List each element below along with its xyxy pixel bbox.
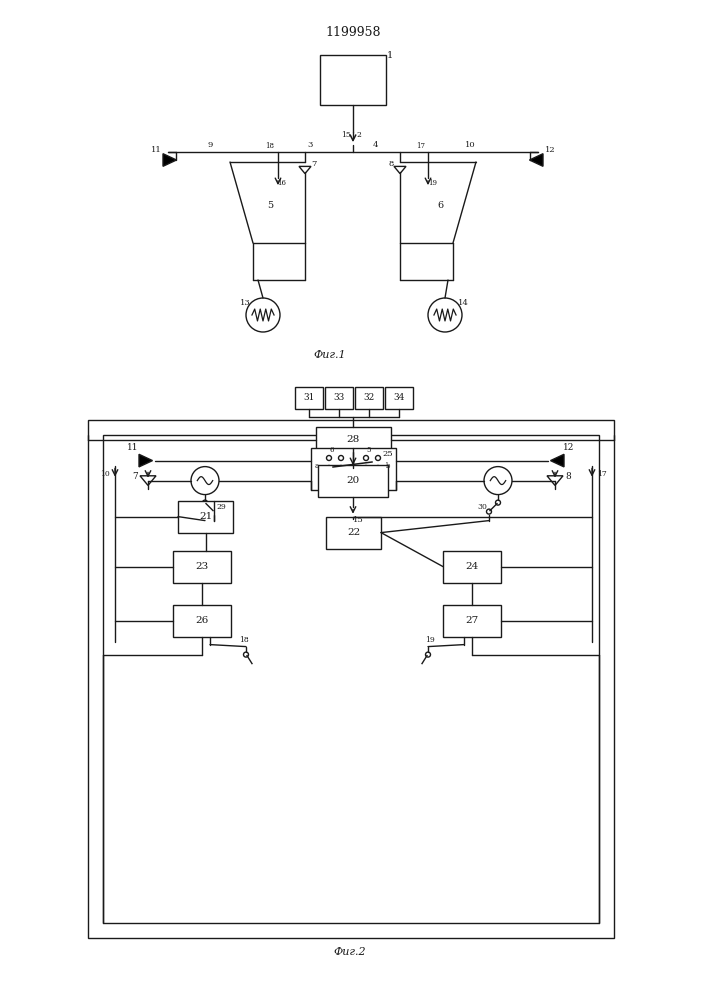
Text: 30: 30 xyxy=(477,503,487,511)
Bar xyxy=(178,501,233,533)
Circle shape xyxy=(339,456,344,460)
Circle shape xyxy=(211,509,216,514)
Text: 18: 18 xyxy=(266,142,274,150)
Text: 16: 16 xyxy=(278,179,286,187)
Text: 31: 31 xyxy=(303,393,315,402)
Text: a: a xyxy=(315,462,319,470)
Circle shape xyxy=(426,652,431,657)
Text: 1: 1 xyxy=(387,50,393,60)
Bar xyxy=(316,427,391,452)
Text: 10: 10 xyxy=(100,470,110,478)
Polygon shape xyxy=(139,454,153,467)
Polygon shape xyxy=(551,454,564,467)
Text: 19: 19 xyxy=(428,179,438,187)
Text: 32: 32 xyxy=(363,393,375,402)
Text: 11: 11 xyxy=(127,443,139,452)
Bar xyxy=(88,420,614,938)
Text: 6: 6 xyxy=(437,200,443,210)
Bar xyxy=(325,387,353,409)
Circle shape xyxy=(246,298,280,332)
Bar xyxy=(173,605,231,637)
Circle shape xyxy=(363,456,368,460)
Text: 17: 17 xyxy=(416,142,426,150)
Circle shape xyxy=(484,467,512,495)
Bar xyxy=(443,605,501,637)
Text: 4: 4 xyxy=(373,141,378,149)
Text: 19: 19 xyxy=(425,636,435,644)
Text: 13: 13 xyxy=(240,299,250,307)
Text: 1199958: 1199958 xyxy=(325,25,381,38)
Text: 34: 34 xyxy=(393,393,404,402)
Text: 20: 20 xyxy=(346,476,360,485)
Polygon shape xyxy=(394,166,406,174)
Circle shape xyxy=(375,466,380,471)
Circle shape xyxy=(496,500,501,505)
Bar xyxy=(295,387,323,409)
Text: 27: 27 xyxy=(465,616,479,625)
Text: Фиг.2: Фиг.2 xyxy=(334,947,366,957)
Bar xyxy=(355,387,383,409)
Text: 22: 22 xyxy=(347,528,360,537)
Polygon shape xyxy=(163,154,177,166)
Circle shape xyxy=(486,509,491,514)
Circle shape xyxy=(428,298,462,332)
Text: 26: 26 xyxy=(195,616,209,625)
Text: 15: 15 xyxy=(353,516,363,524)
Text: 24: 24 xyxy=(465,562,479,571)
Bar xyxy=(103,435,599,923)
Text: 11: 11 xyxy=(151,146,161,154)
Text: 17: 17 xyxy=(597,470,607,478)
Text: 3: 3 xyxy=(308,141,312,149)
Polygon shape xyxy=(299,166,311,174)
Text: 15: 15 xyxy=(341,131,351,139)
Text: 5: 5 xyxy=(367,446,371,454)
Text: 10: 10 xyxy=(464,141,475,149)
Circle shape xyxy=(191,467,219,495)
Text: b: b xyxy=(386,462,390,470)
Bar xyxy=(318,465,388,497)
Circle shape xyxy=(339,466,344,471)
Text: 33: 33 xyxy=(334,393,344,402)
Circle shape xyxy=(243,652,248,657)
Text: 8: 8 xyxy=(388,160,394,168)
Circle shape xyxy=(327,456,332,460)
Text: 18: 18 xyxy=(239,636,249,644)
Circle shape xyxy=(327,466,332,471)
Bar xyxy=(326,517,381,549)
Text: 29: 29 xyxy=(216,503,226,511)
Circle shape xyxy=(202,500,207,505)
Bar xyxy=(385,387,413,409)
Bar xyxy=(311,448,396,490)
Bar xyxy=(173,551,231,583)
Text: 14: 14 xyxy=(457,299,469,307)
Text: 23: 23 xyxy=(195,562,209,571)
Text: 2: 2 xyxy=(356,131,361,139)
Polygon shape xyxy=(140,476,156,485)
Circle shape xyxy=(375,456,380,460)
Text: 12: 12 xyxy=(563,443,575,452)
Text: 7: 7 xyxy=(311,160,317,168)
Text: 28: 28 xyxy=(346,435,360,444)
Polygon shape xyxy=(547,476,563,485)
Text: 9: 9 xyxy=(207,141,213,149)
Polygon shape xyxy=(530,154,543,166)
Text: 6: 6 xyxy=(329,446,334,454)
Text: 25: 25 xyxy=(382,450,393,458)
Text: 8: 8 xyxy=(565,472,571,481)
Text: 12: 12 xyxy=(544,146,555,154)
Text: 5: 5 xyxy=(267,200,273,210)
Bar xyxy=(443,551,501,583)
Text: Фиг.1: Фиг.1 xyxy=(314,350,346,360)
Circle shape xyxy=(363,466,368,471)
Bar xyxy=(320,55,386,105)
Text: 7: 7 xyxy=(132,472,138,481)
Text: 21: 21 xyxy=(199,512,212,521)
